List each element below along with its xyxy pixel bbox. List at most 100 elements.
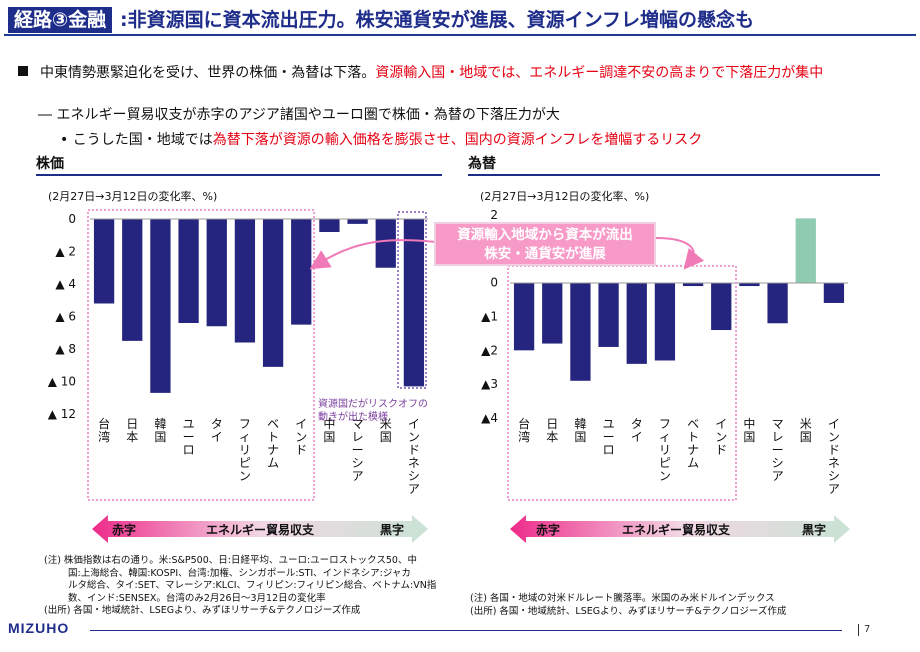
stock-bar-10 [375, 219, 396, 268]
stock-bar-11 [403, 219, 425, 387]
fx-bar-8 [739, 282, 760, 287]
stock-y-tick-label: 0 [68, 212, 76, 226]
stock-category-label: マレーシア [352, 417, 364, 483]
square-bullet-icon [18, 66, 28, 76]
fx-notes: (注) 各国・地域の対米ドルレート騰落率。米国のみ米ドルインデックス (出所) … [470, 593, 900, 618]
balance-label-left: エネルギー貿易収支 [206, 522, 315, 537]
bullet-3-text: • こうした国・地域では [60, 132, 213, 148]
stock-category-label: タイ [211, 417, 223, 444]
stock-bar-9 [347, 219, 368, 224]
fx-y-tick-label: ▲4 [481, 411, 498, 425]
fx-source-line: (出所) 各国・地域統計、LSEGより、みずほリサーチ&テクノロジーズ作成 [470, 605, 787, 617]
fx-category-label: フィリピン [659, 417, 671, 483]
page-number: 7 [864, 624, 871, 635]
energy-balance-arrow-left: 赤字 エネルギー貿易収支 黒字 [92, 515, 428, 543]
fx-y-tick-label: ▲2 [481, 343, 498, 357]
stock-notes: (注) 株価指数は右の通り。米:S&P500、日:日経平均、ユーロ:ユーロストッ… [44, 555, 444, 618]
fx-category-label: 中国 [743, 416, 755, 444]
fx-category-label: 台湾 [518, 416, 530, 444]
stock-y-tick-label: ▲ 6 [55, 310, 76, 324]
fx-bar-5 [654, 282, 676, 361]
stock-category-label: 中国 [323, 416, 335, 444]
page-title: :非資源国に資本流出圧力。株安通貨安が進展、資源インフレ増幅の懸念も [120, 9, 755, 31]
fx-note-line: (注) 各国・地域の対米ドルレート騰落率。米国のみ米ドルインデックス [470, 593, 775, 604]
stock-category-label: 日本 [126, 417, 138, 444]
indonesia-highlight-box [397, 211, 427, 389]
stock-chart: (2月27日→3月12日の変化率、%) 0 ▲ 2 ▲ 4 ▲ 6 ▲ 8 ▲ 10 ▲ 1… [48, 189, 428, 496]
fx-category-label: ユーロ [603, 417, 615, 457]
fx-category-label: 米国 [800, 417, 812, 444]
fx-bars [513, 218, 845, 381]
stock-chart-subtitle: (2月27日→3月12日の変化率、%) [48, 189, 217, 203]
fx-bar-0 [513, 282, 535, 351]
stock-y-tick-label: ▲ 10 [48, 375, 76, 389]
fx-chart-subtitle: (2月27日→3月12日の変化率、%) [480, 189, 649, 203]
fx-bar-2 [570, 282, 591, 381]
stock-category-label: ユーロ [183, 417, 195, 457]
fx-bar-1 [542, 282, 563, 344]
stock-y-tick-label: ▲ 8 [55, 342, 76, 356]
stock-bar-3 [178, 219, 199, 323]
stock-bar-1 [122, 219, 143, 341]
callout-line-2: 株安・通貨安が進展 [484, 246, 606, 262]
section-title-fx: 為替 [468, 154, 880, 176]
stock-category-label: フィリピン [239, 417, 251, 483]
fx-y-axis: 210▲1▲2▲3▲4 [481, 208, 498, 425]
stock-y-axis: 0 ▲ 2 ▲ 4 ▲ 6 ▲ 8 ▲ 10 ▲ 12 [48, 212, 76, 421]
fx-category-label: タイ [631, 417, 643, 444]
fx-category-label: マレーシア [772, 417, 784, 483]
fx-category-label: 韓国 [574, 417, 586, 444]
mizuho-logo: MIZUHO [8, 620, 70, 636]
stock-category-label: 韓国 [154, 417, 166, 444]
stock-deficit-highlight-box [87, 209, 315, 501]
fx-bar-6 [682, 282, 704, 287]
bullet-3-highlight: 為替下落が資源の輸入価格を膨張させ、国内の資源インフレを増幅するリスク [212, 132, 703, 148]
fx-y-tick-label: 2 [490, 208, 498, 222]
bullet-3: • こうした国・地域では為替下落が資源の輸入価格を膨張させ、国内の資源インフレを… [60, 131, 702, 149]
surplus-label-right: 黒字 [802, 522, 826, 537]
fx-bar-3 [598, 282, 619, 347]
page-divider [858, 624, 859, 636]
stock-note-line: ルタ総合、タイ:SET、マレーシア:KLCI、フィリピン:フィリピン総合、ベトナ… [68, 580, 437, 591]
fx-category-label: 日本 [546, 417, 558, 444]
callout-line-1: 資源輸入地域から資本が流出 [457, 227, 633, 243]
title-tag: 経路③金融 [8, 7, 113, 33]
fx-y-tick-label: ▲1 [481, 310, 498, 324]
capital-outflow-callout: 資源輸入地域から資本が流出 株安・通貨安が進展 [434, 222, 656, 266]
fx-y-tick-label: ▲3 [481, 377, 498, 391]
surplus-label-left: 黒字 [380, 522, 404, 537]
indonesia-note: 資源国だがリスクオフの動きが出た模様 [318, 399, 428, 423]
fx-y-tick-label: 0 [490, 276, 498, 290]
fx-category-label: インドネシア [828, 417, 840, 496]
stock-bar-5 [234, 219, 256, 343]
stock-bars [93, 219, 425, 393]
fx-bar-10 [795, 218, 816, 283]
stock-source-line: (出所) 各国・地域統計、LSEGより、みずほリサーチ&テクノロジーズ作成 [44, 605, 361, 616]
stock-category-label: ベトナム [267, 417, 279, 470]
stock-y-tick-label: ▲ 12 [48, 407, 76, 421]
stock-bar-2 [150, 219, 171, 393]
bullet-1: 中東情勢悪緊迫化を受け、世界の株価・為替は下落。資源輸入国・地域では、エネルギー… [18, 64, 908, 82]
deficit-label-right: 赤字 [536, 522, 560, 537]
fx-deficit-highlight-box [507, 265, 737, 501]
fx-category-label: ベトナム [687, 417, 699, 470]
fx-bar-4 [626, 282, 647, 364]
stock-category-label: インド [295, 417, 307, 457]
bullet-1-highlight: 資源輸入国・地域では、エネルギー調達不安の高まりで下落圧力が集中 [375, 65, 824, 81]
stock-note-line: (注) 株価指数は右の通り。米:S&P500、日:日経平均、ユーロ:ユーロストッ… [44, 555, 417, 566]
energy-balance-arrow-right: 赤字 エネルギー貿易収支 黒字 [510, 515, 850, 543]
bullet-2: ― エネルギー貿易収支が赤字のアジア諸国やユーロ圏で株価・為替の下落圧力が大 [38, 107, 560, 123]
footer-divider [90, 630, 842, 631]
fx-bar-11 [823, 282, 845, 303]
callout-arrow-left [309, 239, 437, 270]
stock-category-label: 米国 [380, 417, 392, 444]
stock-bar-7 [291, 219, 312, 325]
balance-label-right: エネルギー貿易収支 [622, 522, 731, 537]
callout-arrow-right [655, 237, 705, 270]
bullet-1-text: 中東情勢悪緊迫化を受け、世界の株価・為替は下落。 [40, 65, 376, 81]
section-title-stock: 株価 [36, 154, 442, 176]
fx-bar-9 [767, 282, 788, 324]
